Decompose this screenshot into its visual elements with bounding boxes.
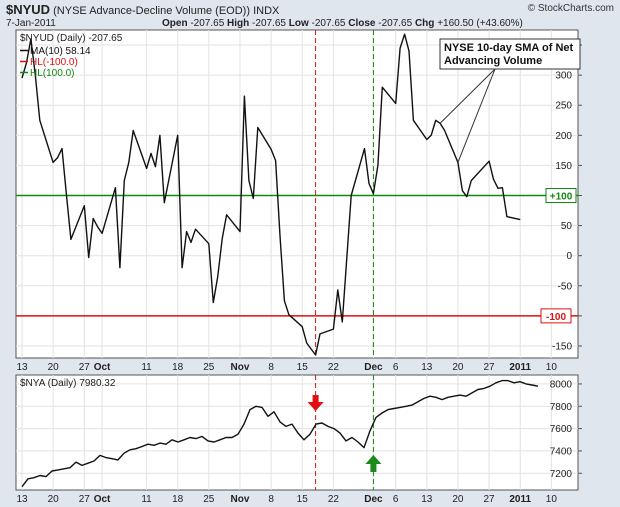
chart-title: $NYUD (NYSE Advance-Decline Volume (EOD)… bbox=[6, 2, 279, 17]
x-tick-label: 2011 bbox=[509, 362, 531, 373]
x-tick-label: Dec bbox=[364, 362, 383, 373]
x-tick-label: 27 bbox=[79, 494, 91, 505]
nya-price-line bbox=[21, 379, 539, 488]
x-tick-label: 13 bbox=[421, 494, 433, 505]
hl-plus-label: +100 bbox=[550, 192, 573, 203]
x-tick-label: 6 bbox=[393, 362, 399, 373]
x-tick-label: 8 bbox=[268, 494, 274, 505]
x-tick-label: 25 bbox=[203, 362, 215, 373]
x-tick-label: 22 bbox=[328, 362, 340, 373]
y-tick-label: 300 bbox=[555, 71, 572, 82]
nyud-ma-line bbox=[21, 33, 521, 356]
y-tick-label: 250 bbox=[555, 101, 572, 112]
nyud-legend-title: $NYUD (Daily) -207.65 bbox=[20, 33, 123, 44]
nyud-plot-area bbox=[15, 29, 579, 359]
nyud-panel: -150-100-50050100150200250300350+100-100… bbox=[15, 29, 582, 359]
callout-box bbox=[439, 38, 581, 70]
y-tick-label: 7600 bbox=[550, 424, 573, 435]
x-tick-label: 13 bbox=[421, 362, 433, 373]
y-tick-label: 7200 bbox=[550, 469, 573, 480]
callout-pointer bbox=[439, 68, 496, 124]
copyright: © StockCharts.com bbox=[527, 3, 614, 14]
high-value: -207.65 bbox=[252, 18, 286, 29]
open-label: Open bbox=[162, 18, 188, 29]
close-value: -207.65 bbox=[378, 18, 413, 29]
x-tick-label: 10 bbox=[546, 362, 558, 373]
x-tick-label: Nov bbox=[231, 362, 250, 373]
callout-pointer bbox=[457, 68, 496, 163]
y-tick-label: -50 bbox=[558, 281, 573, 292]
x-tick-label: 25 bbox=[203, 494, 215, 505]
x-axis: 131320202727OctOct111118182525NovNov8815… bbox=[16, 362, 557, 505]
legend-label: MA(10) 58.14 bbox=[30, 46, 91, 57]
x-tick-label: 15 bbox=[297, 362, 309, 373]
x-tick-label: 20 bbox=[48, 494, 60, 505]
y-tick-label: 150 bbox=[555, 161, 572, 172]
up-arrow-icon bbox=[365, 455, 382, 472]
description: (NYSE Advance-Decline Volume (EOD)) bbox=[53, 5, 250, 17]
x-tick-label: 13 bbox=[16, 362, 28, 373]
x-tick-label: Oct bbox=[94, 362, 111, 373]
open-value: -207.65 bbox=[190, 18, 225, 29]
chg-label: Chg bbox=[414, 18, 435, 29]
y-tick-label: 0 bbox=[566, 251, 572, 262]
x-tick-label: 2011 bbox=[509, 494, 531, 505]
y-tick-label: 7800 bbox=[550, 402, 573, 413]
callout-text: Advancing Volume bbox=[444, 55, 542, 67]
x-tick-label: 20 bbox=[452, 494, 464, 505]
nya-legend-title: $NYA (Daily) 7980.32 bbox=[20, 378, 116, 389]
y-tick-label: 200 bbox=[555, 131, 572, 142]
x-tick-label: Dec bbox=[364, 494, 383, 505]
low-label: Low bbox=[288, 18, 309, 29]
hl-label-box bbox=[540, 308, 572, 324]
x-tick-label: 20 bbox=[452, 362, 464, 373]
x-tick-label: Oct bbox=[94, 494, 111, 505]
chg-value: +160.50 (+43.60%) bbox=[437, 18, 523, 29]
hl-minus-label: -100 bbox=[546, 312, 566, 323]
y-tick-label: 7400 bbox=[550, 446, 573, 457]
y-tick-label: -150 bbox=[552, 341, 572, 352]
x-tick-label: 11 bbox=[141, 494, 152, 505]
x-tick-label: 10 bbox=[546, 494, 558, 505]
nya-panel: 7200 7400 7600 7800 8000 $NYA (Daily) 7980.32 bbox=[15, 374, 582, 491]
down-arrow-icon bbox=[307, 395, 324, 411]
close-label: Close bbox=[348, 18, 376, 29]
x-tick-label: 8 bbox=[268, 362, 274, 373]
x-tick-label: 20 bbox=[48, 362, 60, 373]
x-tick-label: 13 bbox=[16, 494, 28, 505]
high-label: High bbox=[227, 18, 250, 29]
callout-text: NYSE 10-day SMA of Net bbox=[444, 42, 574, 54]
y-tick-label: 8000 bbox=[550, 379, 573, 390]
x-tick-label: Nov bbox=[231, 494, 250, 505]
symbol: $NYUD bbox=[6, 2, 51, 17]
hl-label-box bbox=[545, 188, 577, 204]
x-tick-label: 22 bbox=[328, 494, 340, 505]
legend-label: HL(100.0) bbox=[30, 68, 74, 79]
x-tick-label: 18 bbox=[172, 494, 184, 505]
date: 7-Jan-2011 bbox=[6, 18, 56, 29]
x-tick-label: 15 bbox=[297, 494, 309, 505]
y-tick-label: 50 bbox=[561, 221, 573, 232]
x-tick-label: 27 bbox=[484, 494, 496, 505]
x-tick-label: 18 bbox=[172, 362, 184, 373]
exchange: INDX bbox=[253, 5, 280, 17]
x-tick-label: 27 bbox=[79, 362, 91, 373]
legend-label: HL(-100.0) bbox=[30, 57, 78, 68]
x-tick-label: 6 bbox=[393, 494, 399, 505]
low-value: -207.65 bbox=[311, 18, 346, 29]
ohlc-readout: Open -207.65 High -207.65 Low -207.65 Cl… bbox=[162, 18, 523, 29]
x-tick-label: 27 bbox=[484, 362, 496, 373]
x-tick-label: 11 bbox=[141, 362, 152, 373]
